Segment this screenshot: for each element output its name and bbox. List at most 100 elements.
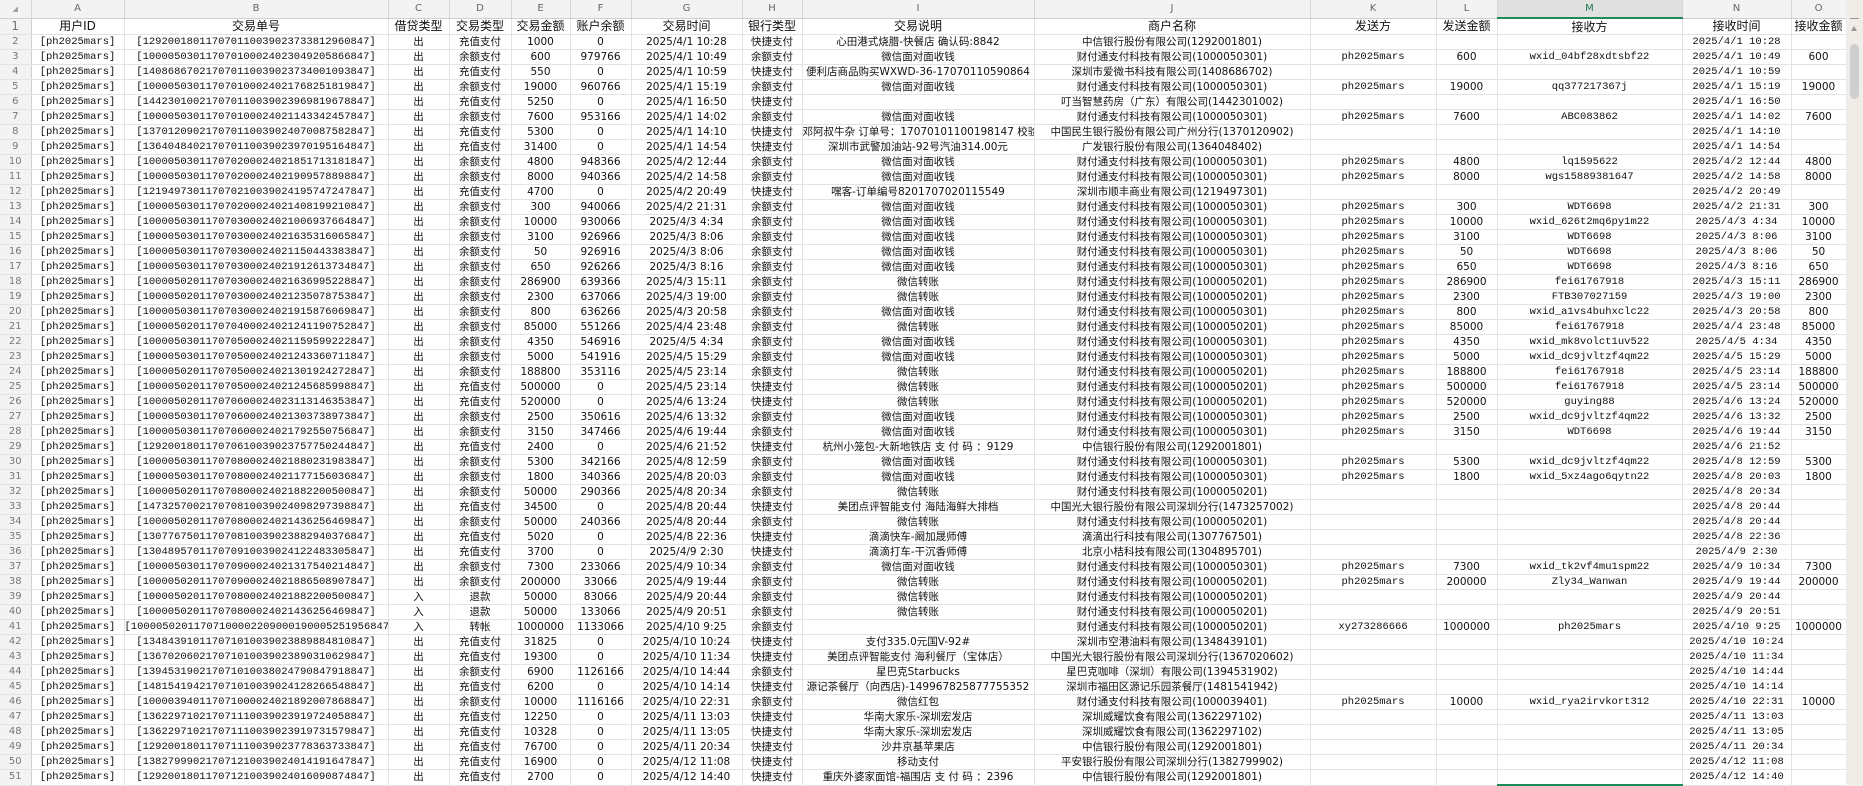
cell-b[interactable]: [100005030117070200024021909578898847]: [124, 169, 389, 185]
cell-b[interactable]: [100005030117070600024021792550756847]: [124, 424, 389, 440]
cell-b[interactable]: [100005020117070600024023113146353847]: [124, 394, 389, 410]
cell-m[interactable]: [1497, 544, 1683, 560]
cell-j[interactable]: 财付通支付科技有限公司(1000050301): [1034, 109, 1311, 125]
cell-j[interactable]: 财付通支付科技有限公司(1000050201): [1034, 394, 1311, 410]
cell-b[interactable]: [129200180117071210039024016090874847]: [124, 769, 389, 786]
cell-e[interactable]: 85000: [511, 319, 571, 335]
cell-e[interactable]: 4800: [511, 154, 571, 170]
cell-o[interactable]: 3100: [1791, 229, 1847, 245]
cell-k[interactable]: ph2025mars: [1310, 154, 1437, 170]
cell-i[interactable]: 微信转账: [802, 379, 1035, 395]
cell-l[interactable]: 10000: [1436, 214, 1498, 230]
cell-f[interactable]: 0: [570, 499, 632, 515]
cell-i[interactable]: 杭州小笼包-大新地铁店 支 付 码 ：9129: [802, 439, 1035, 455]
cell-e[interactable]: 2300: [511, 289, 571, 305]
cell-e[interactable]: 34500: [511, 499, 571, 515]
cell-e[interactable]: 12250: [511, 709, 571, 725]
cell-i[interactable]: 滴滴打车-干沉香师傅: [802, 544, 1035, 560]
cell-l[interactable]: [1436, 499, 1498, 515]
cell-b[interactable]: [144230100217070110039023969819678847]: [124, 94, 389, 110]
cell-b[interactable]: [100005020117071000022090001900052519568…: [124, 619, 389, 635]
cell-j[interactable]: 财付通支付科技有限公司(1000050301): [1034, 349, 1311, 365]
cell-m[interactable]: [1497, 679, 1683, 695]
cell-f[interactable]: 347466: [570, 424, 632, 440]
cell-d[interactable]: 余额支付: [449, 244, 512, 260]
cell-m[interactable]: FTB307027159: [1497, 289, 1683, 305]
cell-m[interactable]: fei61767918: [1497, 319, 1683, 335]
cell-i[interactable]: 微信转账: [802, 364, 1035, 380]
cell-e[interactable]: 286900: [511, 274, 571, 290]
cell-m[interactable]: wxid_a1vs4buhxclc22: [1497, 304, 1683, 320]
cell-k[interactable]: ph2025mars: [1310, 199, 1437, 215]
cell-h[interactable]: 余额支付: [742, 229, 803, 245]
cell-i[interactable]: 嘿客-订单编号8201707020115549: [802, 184, 1035, 200]
cell-g[interactable]: 2025/4/9 19:44: [631, 574, 743, 590]
cell-m[interactable]: wgs15889381647: [1497, 169, 1683, 185]
scrollbar-thumb[interactable]: [1850, 44, 1859, 99]
cell-f[interactable]: 340366: [570, 469, 632, 485]
cell-m[interactable]: [1497, 124, 1683, 140]
cell-k[interactable]: [1310, 94, 1437, 110]
row-number[interactable]: 22: [0, 334, 32, 350]
cell-i[interactable]: 源记茶餐厅（向西店)-149967825877755352: [802, 679, 1035, 695]
cell-d[interactable]: 充值支付: [449, 739, 512, 755]
cell-a[interactable]: [ph2025mars]: [31, 574, 125, 590]
cell-j[interactable]: 财付通支付科技有限公司(1000050301): [1034, 559, 1311, 575]
cell-c[interactable]: 出: [388, 319, 450, 335]
cell-e[interactable]: 600: [511, 49, 571, 65]
cell-m[interactable]: [1497, 139, 1683, 155]
cell-b[interactable]: [100005030117070300024021912613734847]: [124, 259, 389, 275]
cell-k[interactable]: [1310, 769, 1437, 786]
cell-k[interactable]: [1310, 484, 1437, 500]
cell-j[interactable]: 中信银行股份有限公司(1292001801): [1034, 439, 1311, 455]
cell-a[interactable]: [ph2025mars]: [31, 79, 125, 95]
cell-o[interactable]: 7300: [1791, 559, 1847, 575]
cell-j[interactable]: 广发银行股份有限公司(1364048402): [1034, 139, 1311, 155]
cell-i[interactable]: 便利店商品购买WXWD-36-17070110590864: [802, 64, 1035, 80]
cell-m[interactable]: [1497, 664, 1683, 680]
cell-d[interactable]: 充值支付: [449, 34, 512, 50]
cell-j[interactable]: 中信银行股份有限公司(1292001801): [1034, 34, 1311, 50]
cell-e[interactable]: 10000: [511, 694, 571, 710]
cell-d[interactable]: 充值支付: [449, 724, 512, 740]
cell-b[interactable]: [100005030117070600024021303738973847]: [124, 409, 389, 425]
cell-h[interactable]: 余额支付: [742, 199, 803, 215]
cell-a[interactable]: [ph2025mars]: [31, 169, 125, 185]
row-number[interactable]: 51: [0, 769, 32, 786]
cell-o[interactable]: 200000: [1791, 574, 1847, 590]
cell-k[interactable]: [1310, 514, 1437, 530]
cell-e[interactable]: 10000: [511, 214, 571, 230]
cell-d[interactable]: 充值支付: [449, 124, 512, 140]
cell-a[interactable]: [ph2025mars]: [31, 709, 125, 725]
cell-a[interactable]: [ph2025mars]: [31, 349, 125, 365]
cell-a[interactable]: [ph2025mars]: [31, 34, 125, 50]
column-header-g[interactable]: G: [631, 0, 743, 19]
cell-e[interactable]: 31825: [511, 634, 571, 650]
cell-h[interactable]: 快捷支付: [742, 64, 803, 80]
cell-e[interactable]: 500000: [511, 379, 571, 395]
cell-j[interactable]: 中国民生银行股份有限公司广州分行(1370120902): [1034, 124, 1311, 140]
column-title-cell[interactable]: 接收时间: [1682, 18, 1792, 35]
cell-a[interactable]: [ph2025mars]: [31, 154, 125, 170]
cell-l[interactable]: 2300: [1436, 289, 1498, 305]
cell-o[interactable]: [1791, 754, 1847, 770]
cell-i[interactable]: 微信面对面收钱: [802, 169, 1035, 185]
cell-f[interactable]: 133066: [570, 604, 632, 620]
cell-j[interactable]: 深圳威耀饮食有限公司(1362297102): [1034, 724, 1311, 740]
cell-a[interactable]: [ph2025mars]: [31, 514, 125, 530]
cell-g[interactable]: 2025/4/3 20:58: [631, 304, 743, 320]
cell-d[interactable]: 充值支付: [449, 439, 512, 455]
cell-a[interactable]: [ph2025mars]: [31, 274, 125, 290]
cell-k[interactable]: ph2025mars: [1310, 394, 1437, 410]
cell-l[interactable]: 19000: [1436, 79, 1498, 95]
cell-m[interactable]: [1497, 589, 1683, 605]
cell-e[interactable]: 800: [511, 304, 571, 320]
cell-d[interactable]: 余额支付: [449, 469, 512, 485]
cell-n[interactable]: 2025/4/8 22:36: [1682, 529, 1792, 545]
cell-d[interactable]: 余额支付: [449, 169, 512, 185]
cell-c[interactable]: 出: [388, 244, 450, 260]
cell-n[interactable]: 2025/4/9 19:44: [1682, 574, 1792, 590]
cell-i[interactable]: 微信面对面收钱: [802, 349, 1035, 365]
cell-d[interactable]: 余额支付: [449, 514, 512, 530]
cell-m[interactable]: [1497, 649, 1683, 665]
